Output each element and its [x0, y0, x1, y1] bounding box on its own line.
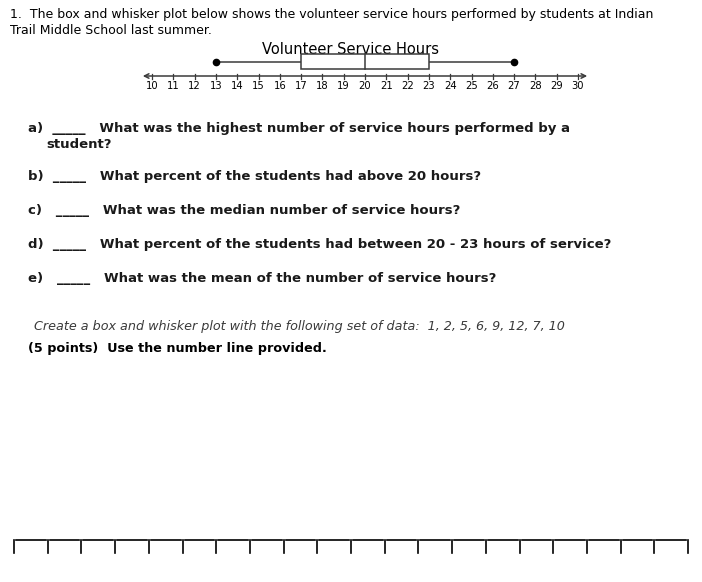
Text: 30: 30: [571, 81, 584, 91]
Text: 18: 18: [316, 81, 329, 91]
Text: b)  _____   What percent of the students had above 20 hours?: b) _____ What percent of the students ha…: [28, 170, 481, 183]
Text: 29: 29: [550, 81, 563, 91]
Text: 25: 25: [465, 81, 478, 91]
Text: 27: 27: [508, 81, 520, 91]
Text: Trail Middle School last summer.: Trail Middle School last summer.: [10, 24, 212, 37]
Text: student?: student?: [46, 138, 112, 151]
Text: 17: 17: [295, 81, 307, 91]
Text: 19: 19: [338, 81, 350, 91]
Text: 15: 15: [252, 81, 265, 91]
Text: 12: 12: [188, 81, 201, 91]
Text: 28: 28: [529, 81, 542, 91]
Text: c)   _____   What was the median number of service hours?: c) _____ What was the median number of s…: [28, 204, 461, 217]
Text: 13: 13: [210, 81, 223, 91]
Text: 26: 26: [486, 81, 499, 91]
Text: 23: 23: [423, 81, 435, 91]
Text: Create a box and whisker plot with the following set of data:  1, 2, 5, 6, 9, 12: Create a box and whisker plot with the f…: [34, 320, 565, 333]
Text: a)  _____   What was the highest number of service hours performed by a: a) _____ What was the highest number of …: [28, 122, 570, 135]
Text: Volunteer Service Hours: Volunteer Service Hours: [263, 42, 439, 57]
Text: 16: 16: [273, 81, 286, 91]
Text: 24: 24: [444, 81, 456, 91]
Text: 14: 14: [231, 81, 244, 91]
Text: (5 points)  Use the number line provided.: (5 points) Use the number line provided.: [28, 342, 326, 355]
Text: e)   _____   What was the mean of the number of service hours?: e) _____ What was the mean of the number…: [28, 272, 496, 285]
Text: 20: 20: [359, 81, 371, 91]
Text: 1.  The box and whisker plot below shows the volunteer service hours performed b: 1. The box and whisker plot below shows …: [10, 8, 654, 21]
Text: 10: 10: [146, 81, 159, 91]
Text: 11: 11: [167, 81, 180, 91]
Text: d)  _____   What percent of the students had between 20 - 23 hours of service?: d) _____ What percent of the students ha…: [28, 238, 611, 251]
Text: 22: 22: [402, 81, 414, 91]
Bar: [301, 54, 429, 69]
Text: 21: 21: [380, 81, 392, 91]
